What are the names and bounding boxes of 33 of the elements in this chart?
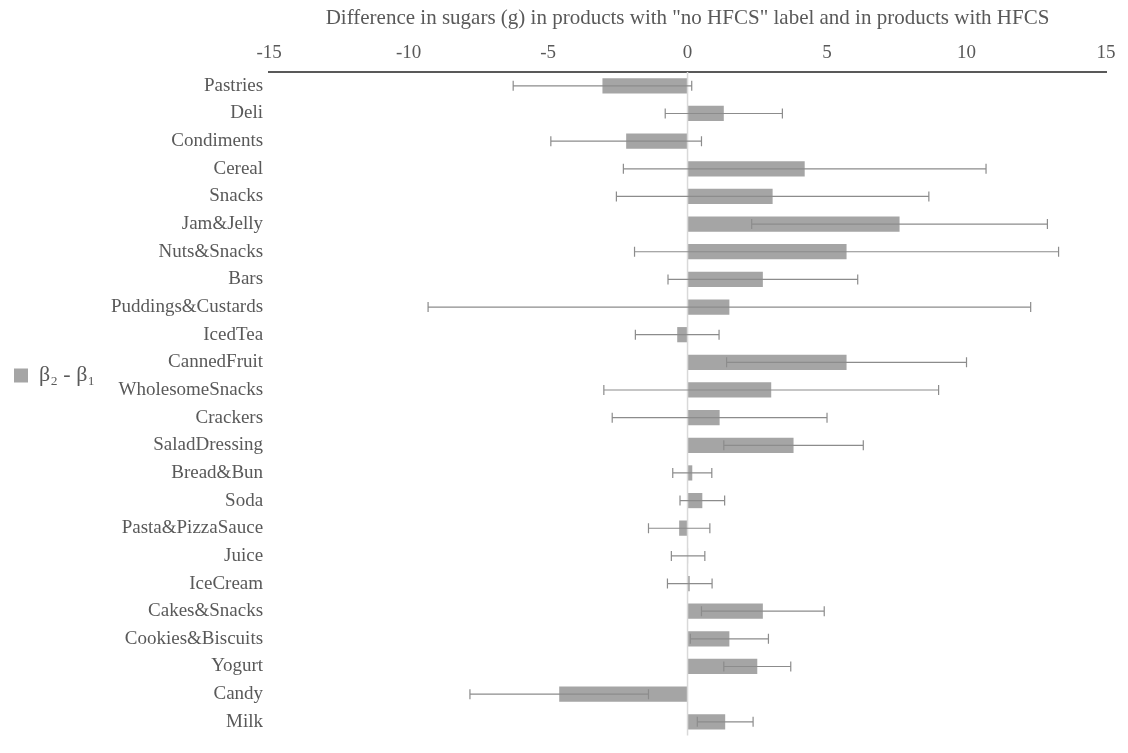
y-tick-label: Pastries [203,73,264,95]
x-tick-label: 15 [1096,40,1116,62]
y-tick-label: Juice [224,543,264,565]
y-tick-label: Deli [230,101,264,123]
legend-label: β₂ - β₁ [39,361,96,387]
y-tick-label: Yogurt [211,654,264,676]
y-tick-label: IcedTea [203,322,264,344]
y-tick-label: Candy [213,682,264,704]
y-tick-label: Milk [226,709,264,731]
y-tick-label: Nuts&Snacks [158,239,264,261]
x-tick-label: -10 [395,40,422,62]
x-axis-title: Difference in sugars (g) in products with "no HFCS" label and in products with HFCS [325,5,1050,30]
y-tick-label: CannedFruit [168,350,264,372]
y-tick-label: Cereal [213,156,264,178]
x-tick-label: -15 [256,40,282,62]
y-tick-label: Bread&Bun [171,460,264,482]
y-tick-label: Cakes&Snacks [148,599,264,621]
y-tick-label: Bars [228,267,264,289]
y-tick-label: Puddings&Custards [111,295,264,317]
x-tick-label: 5 [822,40,832,62]
y-tick-label: Jam&Jelly [181,212,264,234]
x-tick-label: 10 [957,40,977,62]
y-tick-label: WholesomeSnacks [118,377,264,399]
x-tick-label: -5 [540,40,556,62]
y-tick-label: Condiments [171,129,264,151]
y-tick-label: Pasta&PizzaSauce [121,516,264,538]
y-tick-label: Soda [225,488,264,510]
y-tick-label: Snacks [209,184,264,206]
y-tick-label: IceCream [189,571,264,593]
y-tick-label: Crackers [195,405,264,427]
x-tick-label: 0 [682,40,693,62]
y-tick-label: SaladDressing [153,433,264,455]
y-tick-label: Cookies&Biscuits [124,626,264,648]
